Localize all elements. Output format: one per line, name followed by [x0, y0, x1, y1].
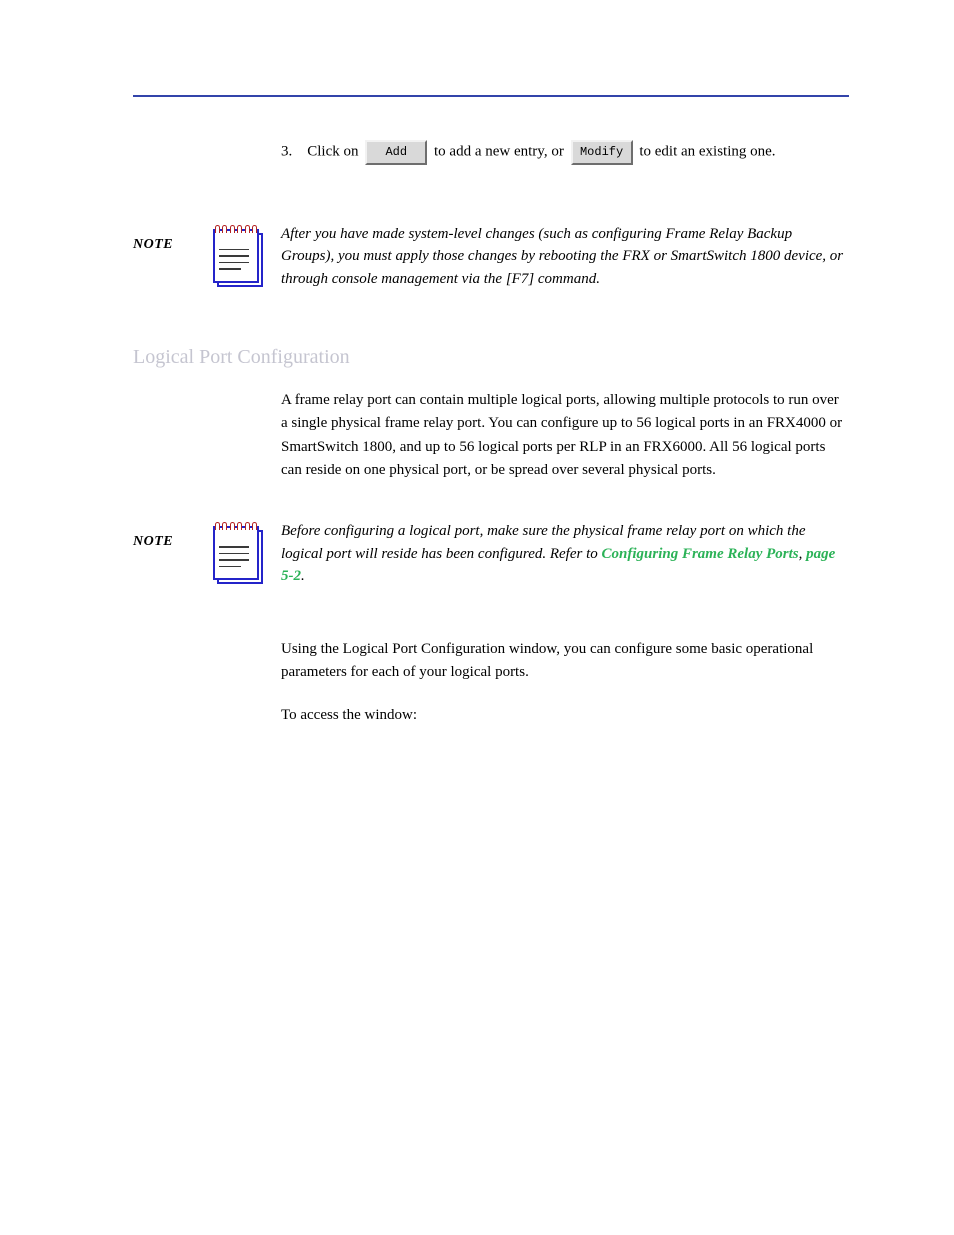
notepad-icon	[213, 223, 281, 287]
page-content: 3. Click on Add to add a new entry, or M…	[133, 140, 849, 747]
note2-b: ,	[799, 546, 807, 562]
modify-button[interactable]: Modify	[571, 140, 633, 165]
step3-post: to edit an existing one.	[639, 144, 775, 160]
step-3: 3. Click on Add to add a new entry, or M…	[133, 140, 849, 165]
section-heading: Logical Port Configuration	[133, 346, 849, 369]
note-1-text: After you have made system-level changes…	[281, 223, 849, 291]
step3-mid: to add a new entry, or	[434, 144, 568, 160]
link-config-fr-ports[interactable]: Configuring Frame Relay Ports	[602, 546, 799, 562]
header-rule	[133, 95, 849, 97]
note2-c: .	[301, 568, 305, 584]
para-access: To access the window:	[281, 704, 849, 727]
note-caption: NOTE	[133, 223, 213, 253]
step3-pre: 3. Click on	[281, 144, 362, 160]
note-2: NOTE Before configuring a logical port, …	[133, 520, 849, 588]
para-intro: A frame relay port can contain multiple …	[281, 389, 849, 482]
note-caption-2: NOTE	[133, 520, 213, 550]
para-logical-port: Using the Logical Port Configuration win…	[281, 638, 849, 685]
notepad-icon-2	[213, 520, 281, 584]
note-2-text: Before configuring a logical port, make …	[281, 520, 849, 588]
add-button[interactable]: Add	[365, 140, 427, 165]
note-1: NOTE After you have made system-level ch…	[133, 223, 849, 291]
